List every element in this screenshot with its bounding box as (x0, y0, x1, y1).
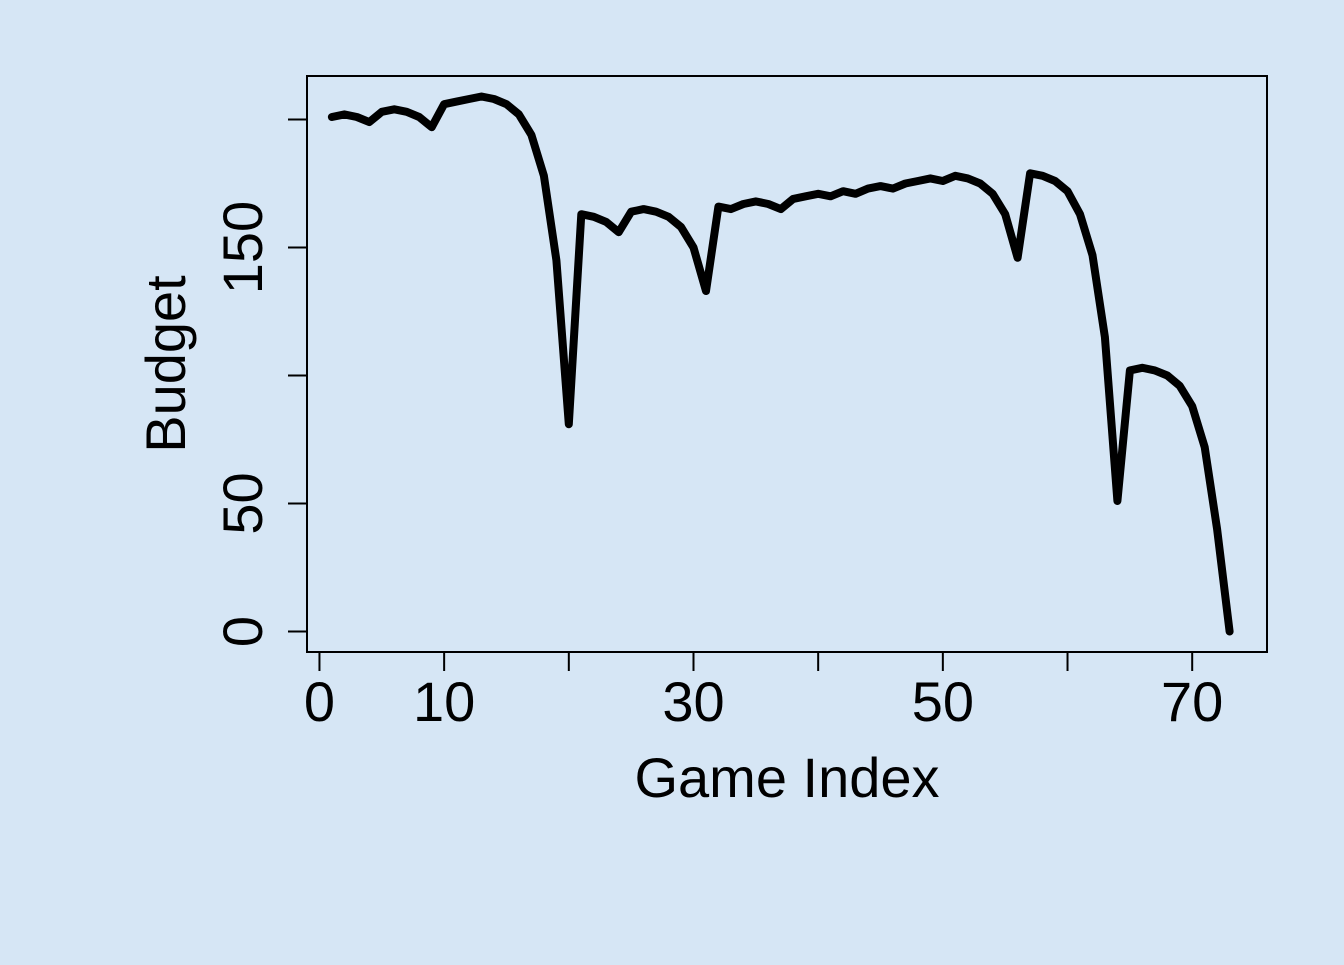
x-tick-label: 10 (413, 670, 475, 733)
x-axis-label: Game Index (634, 746, 939, 809)
x-tick-label: 30 (662, 670, 724, 733)
series-line (327, 92, 1234, 636)
y-tick-label: 0 (211, 616, 274, 647)
y-tick-label: 50 (211, 472, 274, 534)
x-tick-label: 70 (1161, 670, 1223, 733)
series-layer (327, 92, 1234, 636)
x-tick-label: 50 (912, 670, 974, 733)
y-tick-label: 150 (211, 201, 274, 294)
x-axis: 0 10 30 50 70 (304, 651, 1223, 733)
y-axis-label: Budget (134, 275, 197, 453)
y-axis: 0 50 150 (211, 118, 307, 647)
x-tick-label: 0 (304, 670, 335, 733)
